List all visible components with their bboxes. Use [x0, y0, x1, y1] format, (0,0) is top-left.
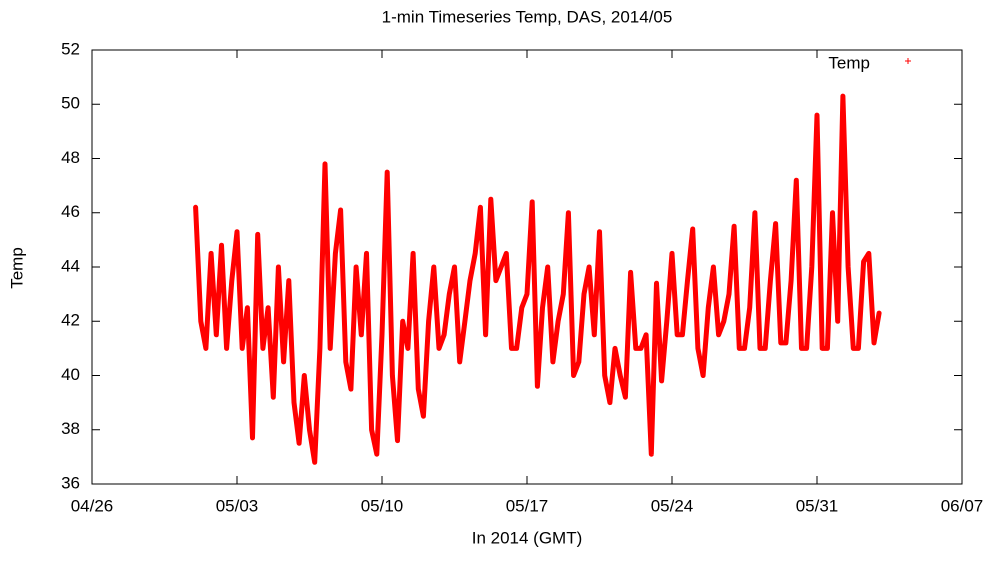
y-tick-label: 42 — [61, 311, 80, 330]
x-tick-label: 05/03 — [216, 496, 259, 515]
legend-label: Temp — [828, 53, 870, 72]
y-tick-label: 38 — [61, 419, 80, 438]
data-line — [193, 93, 882, 465]
chart-title: 1-min Timeseries Temp, DAS, 2014/05 — [382, 7, 673, 26]
y-tick-label: 40 — [61, 365, 80, 384]
x-tick-label: 04/26 — [71, 496, 114, 515]
y-tick-label: 36 — [61, 473, 80, 492]
legend-marker — [905, 58, 911, 64]
y-axis-label: Temp — [7, 247, 26, 289]
x-tick-label: 06/07 — [941, 496, 984, 515]
x-tick-label: 05/31 — [796, 496, 839, 515]
y-tick-label: 46 — [61, 202, 80, 221]
y-tick-label: 52 — [61, 39, 80, 58]
x-tick-label: 05/24 — [651, 496, 694, 515]
x-tick-label: 05/17 — [506, 496, 549, 515]
y-tick-label: 44 — [61, 256, 80, 275]
x-axis-label: In 2014 (GMT) — [472, 528, 583, 547]
y-tick-label: 50 — [61, 94, 80, 113]
y-tick-label: 48 — [61, 148, 80, 167]
x-tick-label: 05/10 — [361, 496, 404, 515]
